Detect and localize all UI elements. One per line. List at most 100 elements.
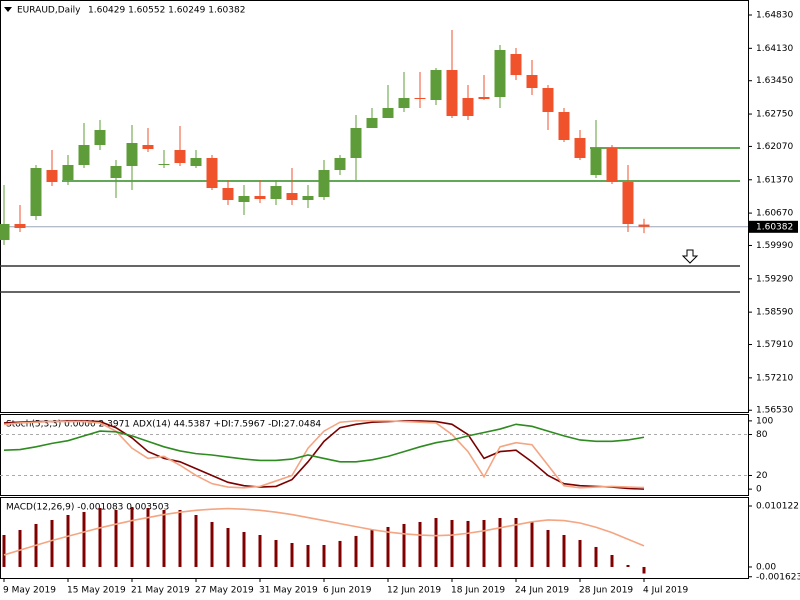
histogram-bar: [354, 535, 358, 567]
histogram-bar: [562, 534, 566, 567]
menu-triangle[interactable]: [4, 7, 12, 12]
histogram-bar: [130, 506, 134, 567]
histogram-bar: [98, 508, 102, 567]
indicator-line: [3, 423, 645, 463]
histogram-bar: [242, 531, 246, 567]
y-tick-label: 80: [756, 430, 768, 440]
y-tick-label: 0.010122: [756, 502, 799, 512]
candle-body: [254, 196, 266, 199]
candle-body: [638, 224, 650, 227]
x-tick-label: 6 Jun 2019: [323, 586, 372, 596]
y-tick-label: 1.59990: [756, 241, 793, 251]
candle-body: [430, 70, 442, 100]
candle-body: [558, 112, 570, 140]
candle-body: [14, 224, 26, 228]
histogram-bar: [258, 534, 262, 567]
histogram-bar: [338, 540, 342, 567]
x-tick-label: 18 Jun 2019: [451, 586, 505, 596]
ohlc-label: 1.60429 1.60552 1.60249 1.60382: [88, 6, 245, 16]
stoch-panel: [0, 414, 749, 496]
histogram-bar: [482, 519, 486, 567]
x-tick-label: 12 Jun 2019: [387, 586, 441, 596]
candle-body: [350, 128, 362, 158]
x-tick-label: 28 Jun 2019: [579, 586, 633, 596]
histogram-bar: [514, 518, 518, 567]
y-tick-label: 1.57910: [756, 340, 793, 350]
candle-body: [270, 186, 282, 199]
histogram-bar: [418, 521, 422, 567]
histogram-bar: [162, 509, 166, 567]
candle-body: [206, 158, 218, 188]
y-tick-label: 1.57210: [756, 373, 793, 383]
y-tick-label: 1.58590: [756, 308, 793, 318]
histogram-bar: [466, 520, 470, 567]
y-tick-label: 1.62750: [756, 110, 793, 120]
candle-body: [30, 168, 42, 216]
histogram-bar: [546, 529, 550, 567]
candle-body: [574, 138, 586, 158]
histogram-bar: [194, 514, 198, 567]
candle-body: [414, 98, 426, 99]
candle-body: [0, 224, 10, 240]
candle-body: [398, 98, 410, 108]
x-tick-label: 15 May 2019: [67, 586, 126, 596]
indicator-line: [3, 507, 645, 556]
y-tick-label: 1.64130: [756, 44, 793, 54]
histogram-bar: [210, 521, 214, 567]
y-tick-label: 1.60670: [756, 209, 793, 219]
y-tick-label: 1.63450: [756, 76, 793, 86]
candle-body: [286, 193, 298, 200]
y-tick-label: 20: [756, 471, 768, 481]
y-tick-label: 0.00: [756, 562, 776, 572]
histogram-bar: [322, 544, 326, 567]
candle-body: [478, 97, 490, 99]
histogram-bar: [626, 564, 630, 567]
histogram-bar: [18, 529, 22, 567]
candle-body: [302, 196, 314, 200]
x-tick-label: 4 Jul 2019: [643, 586, 688, 596]
candle-body: [366, 118, 378, 128]
histogram-bar: [290, 543, 294, 567]
candle-body: [126, 143, 138, 166]
x-tick-label: 27 May 2019: [195, 586, 254, 596]
candle-body: [190, 158, 202, 166]
candle-body: [142, 145, 154, 149]
y-tick-label: 0: [756, 485, 762, 495]
histogram-bar: [370, 529, 374, 567]
stoch-title: Stoch(5,3,3) 0.0000 2.3971 ADX(14) 44.53…: [6, 420, 321, 430]
histogram-bar: [82, 511, 86, 567]
y-tick-label: 1.56530: [756, 406, 793, 416]
chart-title: EURAUD,Daily: [17, 6, 81, 16]
candle-body: [78, 145, 90, 165]
candle-body: [238, 196, 250, 202]
histogram-bar: [450, 519, 454, 567]
main-panel: [0, 0, 749, 413]
histogram-bar: [610, 554, 614, 567]
histogram-bar: [146, 508, 150, 567]
candle-body: [606, 148, 618, 182]
candle-body: [382, 108, 394, 118]
histogram-bar: [178, 509, 182, 567]
histogram-bar: [226, 528, 230, 567]
histogram-bar: [66, 514, 70, 567]
x-tick-label: 21 May 2019: [131, 586, 190, 596]
indicator-line: [3, 420, 645, 489]
candle-body: [94, 130, 106, 145]
histogram-bar: [114, 509, 118, 567]
histogram-bar: [306, 544, 310, 567]
candle-body: [334, 158, 346, 170]
arrow-icon: [681, 249, 699, 264]
candle-body: [510, 54, 522, 75]
candle-body: [174, 150, 186, 163]
x-tick-label: 9 May 2019: [3, 586, 56, 596]
histogram-bar: [498, 518, 502, 567]
macd-panel: [0, 497, 749, 579]
candle-body: [158, 164, 170, 165]
candle-body: [318, 170, 330, 197]
price-label: 1.60382: [756, 222, 793, 232]
y-tick-label: 1.62070: [756, 142, 793, 152]
candle-body: [526, 75, 538, 88]
histogram-bar: [434, 518, 438, 567]
histogram-bar: [386, 526, 390, 567]
